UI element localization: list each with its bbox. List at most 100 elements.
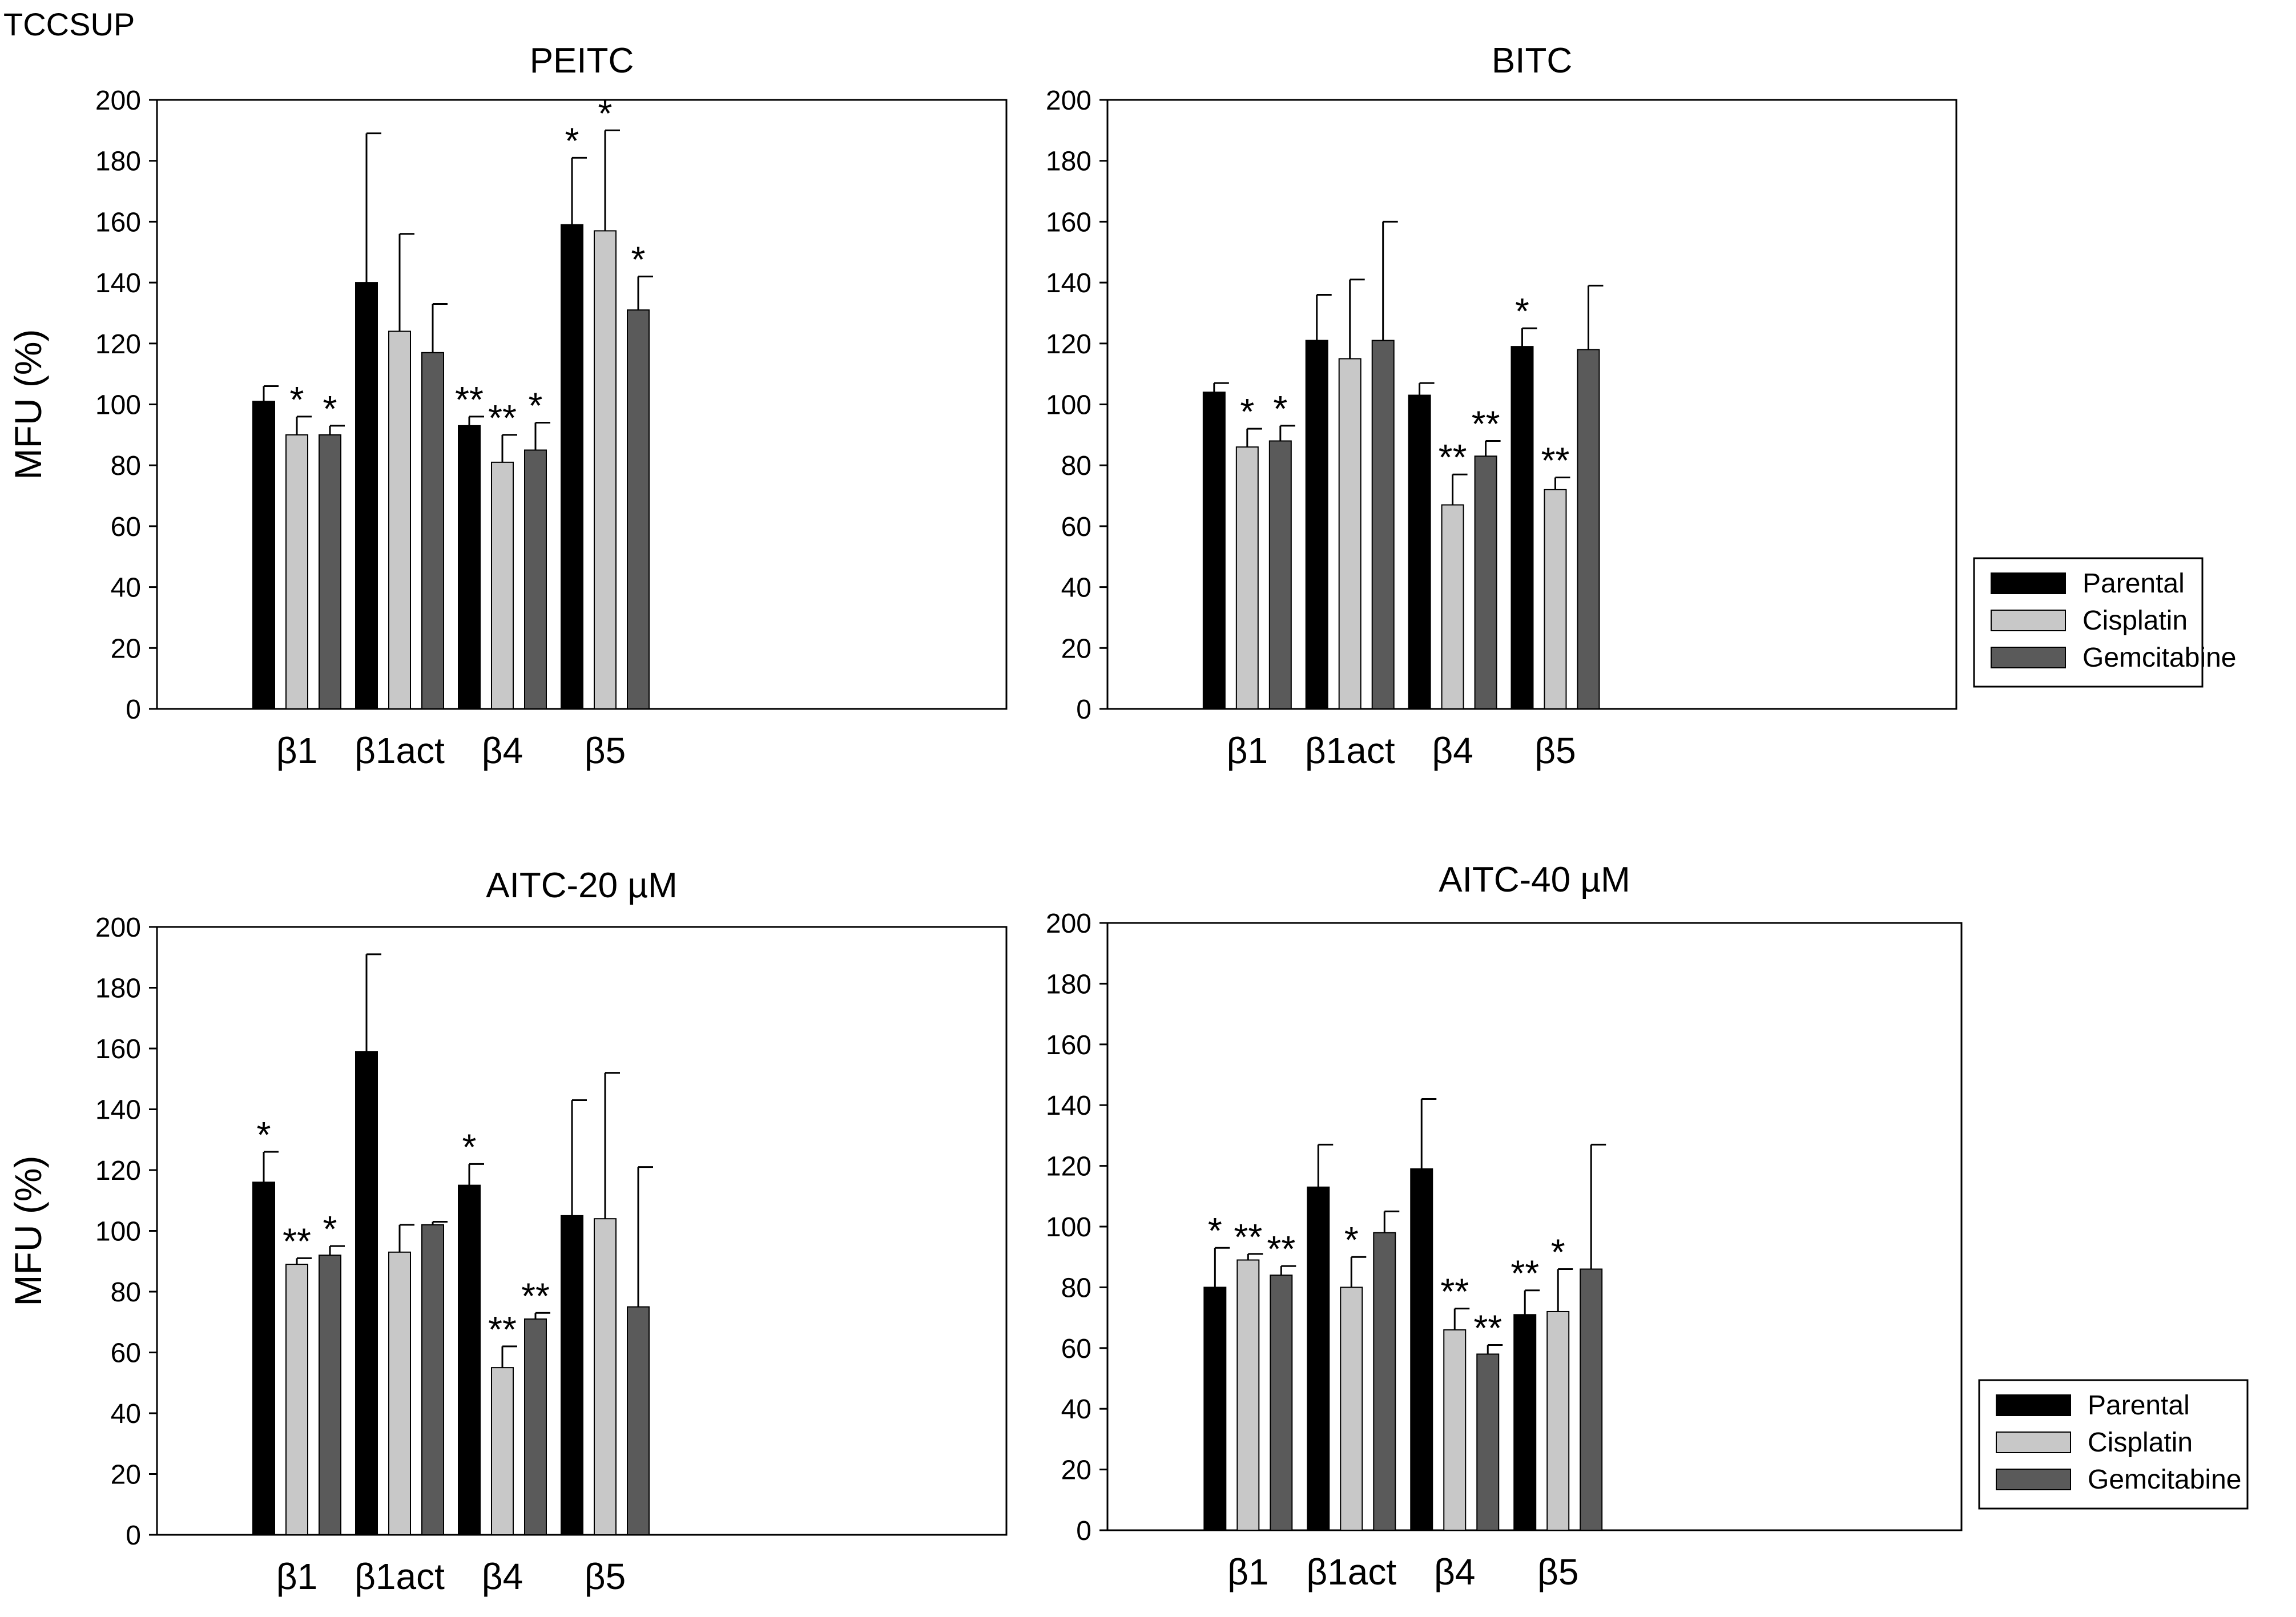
y-tick-label: 160 xyxy=(95,207,141,237)
y-tick-label: 180 xyxy=(1046,969,1091,999)
significance-mark: * xyxy=(462,1126,477,1167)
bar-cisplatin-2 xyxy=(1338,358,1362,709)
bar-cisplatin-1 xyxy=(1236,1259,1260,1531)
significance-mark: * xyxy=(1273,388,1287,429)
y-tick-label: 180 xyxy=(95,147,141,177)
bar-parental-1 xyxy=(252,401,275,709)
bar-cisplatin-1 xyxy=(1235,446,1259,709)
y-tick-label: 160 xyxy=(1046,1030,1091,1060)
significance-mark: ** xyxy=(488,397,517,438)
x-tick-label: β5 xyxy=(1537,1551,1578,1592)
y-axis-label: MFU (%) xyxy=(7,329,49,480)
x-tick-label: β1act xyxy=(1305,730,1395,771)
bar-gemcitabine-1 xyxy=(319,434,341,709)
chart-title: AITC-40 µM xyxy=(1439,860,1630,900)
y-tick-label: 140 xyxy=(1046,1091,1091,1121)
x-tick-label: β1 xyxy=(276,1556,317,1597)
legend-swatch-gemcitabine xyxy=(1996,1469,2071,1490)
y-tick-label: 200 xyxy=(95,913,141,943)
y-tick-label: 200 xyxy=(1046,86,1091,116)
bar-parental-1 xyxy=(1202,392,1226,709)
bar-parental-4 xyxy=(1510,346,1534,709)
y-tick-label: 20 xyxy=(111,1460,141,1490)
significance-mark: * xyxy=(1208,1210,1222,1251)
legend-label-gemcitabine: Gemcitabine xyxy=(2082,643,2236,673)
y-tick-label: 80 xyxy=(1061,1273,1091,1303)
significance-mark: ** xyxy=(1473,1307,1502,1348)
y-tick-label: 20 xyxy=(1061,1455,1091,1486)
significance-mark: ** xyxy=(1439,437,1467,478)
y-tick-label: 100 xyxy=(1046,390,1091,421)
bar-parental-4 xyxy=(561,224,583,709)
bar-parental-3 xyxy=(458,425,481,709)
significance-mark: * xyxy=(323,388,337,429)
y-tick-label: 120 xyxy=(95,1156,141,1186)
figure-label: TCCSUP xyxy=(3,6,135,42)
bar-cisplatin-4 xyxy=(1546,1310,1570,1531)
y-tick-label: 80 xyxy=(111,451,141,481)
y-tick-label: 180 xyxy=(95,974,141,1004)
bar-parental-4 xyxy=(1513,1314,1537,1531)
y-tick-label: 100 xyxy=(95,390,141,421)
significance-mark: * xyxy=(290,379,304,420)
chart-panel-3: AITC-20 µM MFU (%) 0 20 40 60 80 100 120 140 160 18… xyxy=(7,866,1008,1597)
y-tick-label: 60 xyxy=(111,512,141,542)
y-tick-label: 80 xyxy=(111,1277,141,1308)
bar-gemcitabine-2 xyxy=(1371,340,1395,709)
legend-label-cisplatin: Cisplatin xyxy=(2088,1428,2193,1458)
y-tick-label: 120 xyxy=(1046,1152,1091,1182)
legend-label-parental: Parental xyxy=(2088,1390,2190,1421)
bar-gemcitabine-3 xyxy=(1476,1353,1500,1531)
bar-parental-3 xyxy=(1410,1168,1433,1531)
significance-mark: * xyxy=(631,239,646,280)
y-tick-label: 60 xyxy=(111,1338,141,1369)
bar-parental-2 xyxy=(355,1051,378,1535)
y-tick-label: 0 xyxy=(126,1521,141,1551)
y-tick-label: 0 xyxy=(1076,695,1091,725)
y-tick-label: 20 xyxy=(111,634,141,664)
x-tick-label: β5 xyxy=(585,1556,626,1597)
bar-gemcitabine-4 xyxy=(1577,349,1600,709)
y-tick-label: 120 xyxy=(95,329,141,360)
bar-parental-3 xyxy=(1408,394,1431,709)
bar-cisplatin-4 xyxy=(594,230,617,709)
y-tick-label: 180 xyxy=(1046,147,1091,177)
bar-gemcitabine-3 xyxy=(524,449,547,710)
significance-mark: * xyxy=(1344,1219,1359,1260)
bar-parental-1 xyxy=(1203,1287,1227,1531)
significance-mark: ** xyxy=(1541,440,1570,481)
bar-cisplatin-2 xyxy=(1340,1287,1363,1531)
x-tick-label: β1 xyxy=(276,730,317,771)
bar-cisplatin-3 xyxy=(491,461,514,709)
legend-label-cisplatin: Cisplatin xyxy=(2082,606,2188,636)
y-tick-label: 0 xyxy=(126,695,141,725)
bar-gemcitabine-4 xyxy=(1580,1268,1603,1531)
y-tick-label: 200 xyxy=(95,86,141,116)
legend-swatch-parental xyxy=(1996,1394,2071,1416)
legend-swatch-cisplatin xyxy=(1991,610,2066,631)
y-tick-label: 120 xyxy=(1046,329,1091,360)
significance-mark: * xyxy=(565,120,579,161)
chart-title: BITC xyxy=(1492,41,1572,80)
bar-gemcitabine-2 xyxy=(421,1224,444,1536)
y-tick-label: 0 xyxy=(1076,1516,1091,1546)
legend-label-parental: Parental xyxy=(2082,568,2185,599)
y-tick-label: 20 xyxy=(1061,634,1091,664)
bar-cisplatin-2 xyxy=(388,330,411,709)
y-tick-label: 40 xyxy=(111,573,141,603)
y-tick-label: 40 xyxy=(111,1399,141,1429)
y-tick-label: 100 xyxy=(95,1217,141,1247)
bar-cisplatin-2 xyxy=(388,1251,411,1535)
legend-swatch-parental xyxy=(1991,572,2066,594)
bar-parental-4 xyxy=(561,1215,583,1535)
x-tick-label: β4 xyxy=(482,730,523,771)
x-tick-label: β4 xyxy=(1432,730,1473,771)
significance-mark: ** xyxy=(521,1275,550,1316)
bar-cisplatin-4 xyxy=(594,1218,617,1535)
significance-mark: * xyxy=(1551,1231,1565,1272)
legend-swatch-gemcitabine xyxy=(1991,647,2066,668)
bar-gemcitabine-3 xyxy=(524,1318,547,1536)
bar-gemcitabine-4 xyxy=(627,309,650,709)
